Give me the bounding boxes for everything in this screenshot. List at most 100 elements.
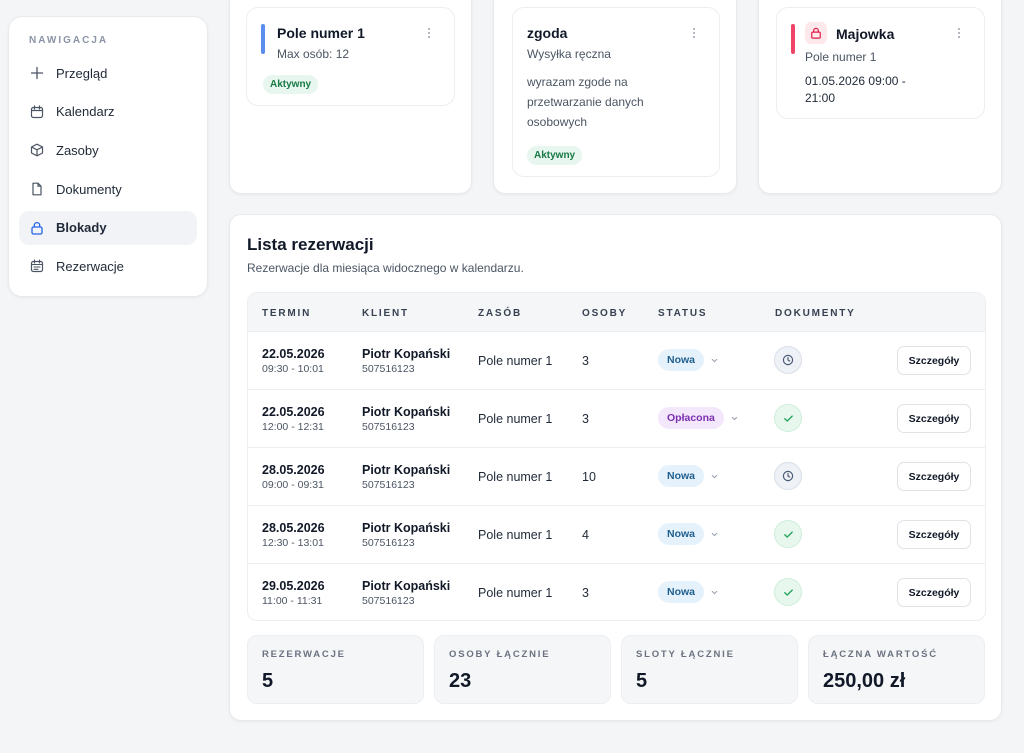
more-options-icon[interactable] [693, 28, 697, 38]
stat-card-slots: SLOTY ŁĄCZNIE 5 [621, 635, 798, 704]
details-button[interactable]: Szczegóły [897, 462, 971, 491]
calendar-list-icon [30, 259, 44, 273]
clock-icon[interactable] [774, 346, 802, 374]
reservation-resource: Pole numer 1 [478, 412, 553, 426]
sidebar-item-przeglad[interactable]: Przegląd [19, 56, 197, 90]
sidebar-item-kalendarz[interactable]: Kalendarz [19, 95, 197, 129]
column-header: ZASÓB [478, 308, 522, 319]
block-range: 01.05.2026 09:00 - 21:00 [805, 74, 906, 105]
sidebar-item-blokady[interactable]: Blokady [19, 210, 197, 245]
stat-value: 23 [449, 670, 472, 692]
documents-panel: zgoda Wysyłka ręczna wyrazam zgode na pr… [493, 0, 737, 194]
reservation-resource: Pole numer 1 [478, 586, 553, 600]
status-dropdown[interactable]: Nowa [658, 349, 719, 371]
page-title: Lista rezerwacji [247, 235, 374, 254]
consent-title: zgoda [527, 25, 568, 41]
check-icon[interactable] [774, 578, 802, 606]
client-name: Piotr Kopański [362, 579, 451, 593]
resource-card[interactable]: Pole numer 1 Max osób: 12 Aktywny [246, 7, 455, 106]
consent-body: wyrazam zgode na przetwarzanie danych os… [527, 75, 644, 129]
resource-title: Pole numer 1 [277, 25, 365, 41]
reservation-time: 09:00 - 09:31 [262, 479, 324, 491]
client-name: Piotr Kopański [362, 405, 451, 419]
details-button[interactable]: Szczegóły [897, 520, 971, 549]
check-icon[interactable] [774, 520, 802, 548]
table-header: TERMIN KLIENT ZASÓB OSOBY STATUS DOKUMEN… [248, 293, 985, 332]
status-badge: Nowa [658, 465, 705, 487]
table-row: 28.05.2026 12:30 - 13:01 Piotr Kopański 507… [248, 506, 985, 564]
table-row: 22.05.2026 12:00 - 12:31 Piotr Kopański 507… [248, 390, 985, 448]
document-icon [30, 182, 44, 196]
chevron-down-icon [711, 358, 718, 362]
calendar-icon [30, 105, 44, 119]
reservations-table: TERMIN KLIENT ZASÓB OSOBY STATUS DOKUMEN… [247, 292, 986, 621]
sidebar-item-zasoby[interactable]: Zasoby [19, 133, 197, 167]
sidebar-item-label: Dokumenty [56, 181, 122, 197]
client-name: Piotr Kopański [362, 347, 451, 361]
details-button[interactable]: Szczegóły [897, 346, 971, 375]
reservation-date: 22.05.2026 [262, 405, 325, 419]
sidebar-title: NAWIGACJA [29, 35, 109, 46]
stat-value: 5 [636, 670, 648, 692]
reservation-persons: 10 [582, 470, 596, 484]
sidebar-item-dokumenty[interactable]: Dokumenty [19, 172, 197, 206]
reservation-time: 11:00 - 11:31 [262, 595, 323, 607]
status-dropdown[interactable]: Nowa [658, 523, 719, 545]
chevron-down-icon [711, 474, 718, 478]
status-dropdown[interactable]: Nowa [658, 581, 719, 603]
blocks-panel: Majowka Pole numer 1 01.05.2026 09:00 - … [758, 0, 1002, 194]
table-row: 22.05.2026 09:30 - 10:01 Piotr Kopański 507… [248, 332, 985, 390]
resources-panel: Pole numer 1 Max osób: 12 Aktywny [229, 0, 472, 194]
status-dropdown[interactable]: Opłacona [658, 407, 739, 429]
client-phone: 507516123 [362, 595, 415, 607]
more-options-icon[interactable] [428, 28, 432, 38]
sidebar-item-label: Przegląd [56, 65, 108, 81]
reservation-time: 12:30 - 13:01 [262, 537, 324, 549]
stat-card-reservations: REZERWACJE 5 [247, 635, 424, 704]
details-button[interactable]: Szczegóły [897, 578, 971, 607]
status-badge: Nowa [658, 581, 705, 603]
status-badge: Aktywny [263, 75, 319, 94]
reservation-resource: Pole numer 1 [478, 470, 553, 484]
block-title: Majowka [836, 26, 895, 42]
status-badge: Aktywny [527, 146, 583, 165]
block-resource: Pole numer 1 [805, 50, 877, 64]
reservations-panel: Lista rezerwacji Rezerwacje dla miesiąca… [229, 214, 1002, 721]
consent-card[interactable]: zgoda Wysyłka ręczna wyrazam zgode na pr… [512, 7, 720, 177]
chevron-down-icon [711, 532, 718, 536]
status-badge: Opłacona [658, 407, 724, 429]
table-row: 29.05.2026 11:00 - 11:31 Piotr Kopański 507… [248, 564, 985, 620]
client-phone: 507516123 [362, 537, 415, 549]
reservation-resource: Pole numer 1 [478, 528, 553, 542]
more-options-icon[interactable] [958, 28, 962, 38]
client-phone: 507516123 [362, 479, 415, 491]
sidebar-item-label: Kalendarz [56, 104, 115, 120]
details-button[interactable]: Szczegóły [897, 404, 971, 433]
resource-capacity: Max osób: 12 [277, 47, 350, 61]
sidebar-item-label: Zasoby [56, 142, 99, 158]
column-header: TERMIN [262, 308, 312, 319]
stat-card-persons: OSOBY ŁĄCZNIE 23 [434, 635, 611, 704]
reservation-time: 12:00 - 12:31 [262, 421, 324, 433]
block-card[interactable]: Majowka Pole numer 1 01.05.2026 09:00 - … [776, 7, 985, 119]
column-header: DOKUMENTY [775, 308, 856, 319]
consent-delivery: Wysyłka ręczna [527, 47, 611, 61]
reservation-date: 29.05.2026 [262, 579, 325, 593]
sidebar-nav: NAWIGACJA Przegląd Kalendarz Zasoby Doku… [8, 16, 208, 297]
column-header: OSOBY [582, 308, 628, 319]
reservation-persons: 3 [582, 412, 589, 426]
status-dropdown[interactable]: Nowa [658, 465, 719, 487]
stat-label: SLOTY ŁĄCZNIE [636, 649, 735, 660]
clock-icon[interactable] [774, 462, 802, 490]
client-phone: 507516123 [362, 421, 415, 433]
stat-card-total-value: ŁĄCZNA WARTOŚĆ 250,00 zł [808, 635, 985, 704]
check-icon[interactable] [774, 404, 802, 432]
column-header: KLIENT [362, 308, 409, 319]
stat-label: REZERWACJE [262, 649, 346, 660]
sidebar-item-label: Rezerwacje [56, 258, 124, 274]
sidebar-item-rezerwacje[interactable]: Rezerwacje [19, 249, 197, 283]
page-subtitle: Rezerwacje dla miesiąca widocznego w kal… [247, 261, 524, 275]
client-phone: 507516123 [362, 363, 415, 375]
sidebar-item-label: Blokady [56, 220, 107, 236]
lock-icon [805, 22, 827, 44]
